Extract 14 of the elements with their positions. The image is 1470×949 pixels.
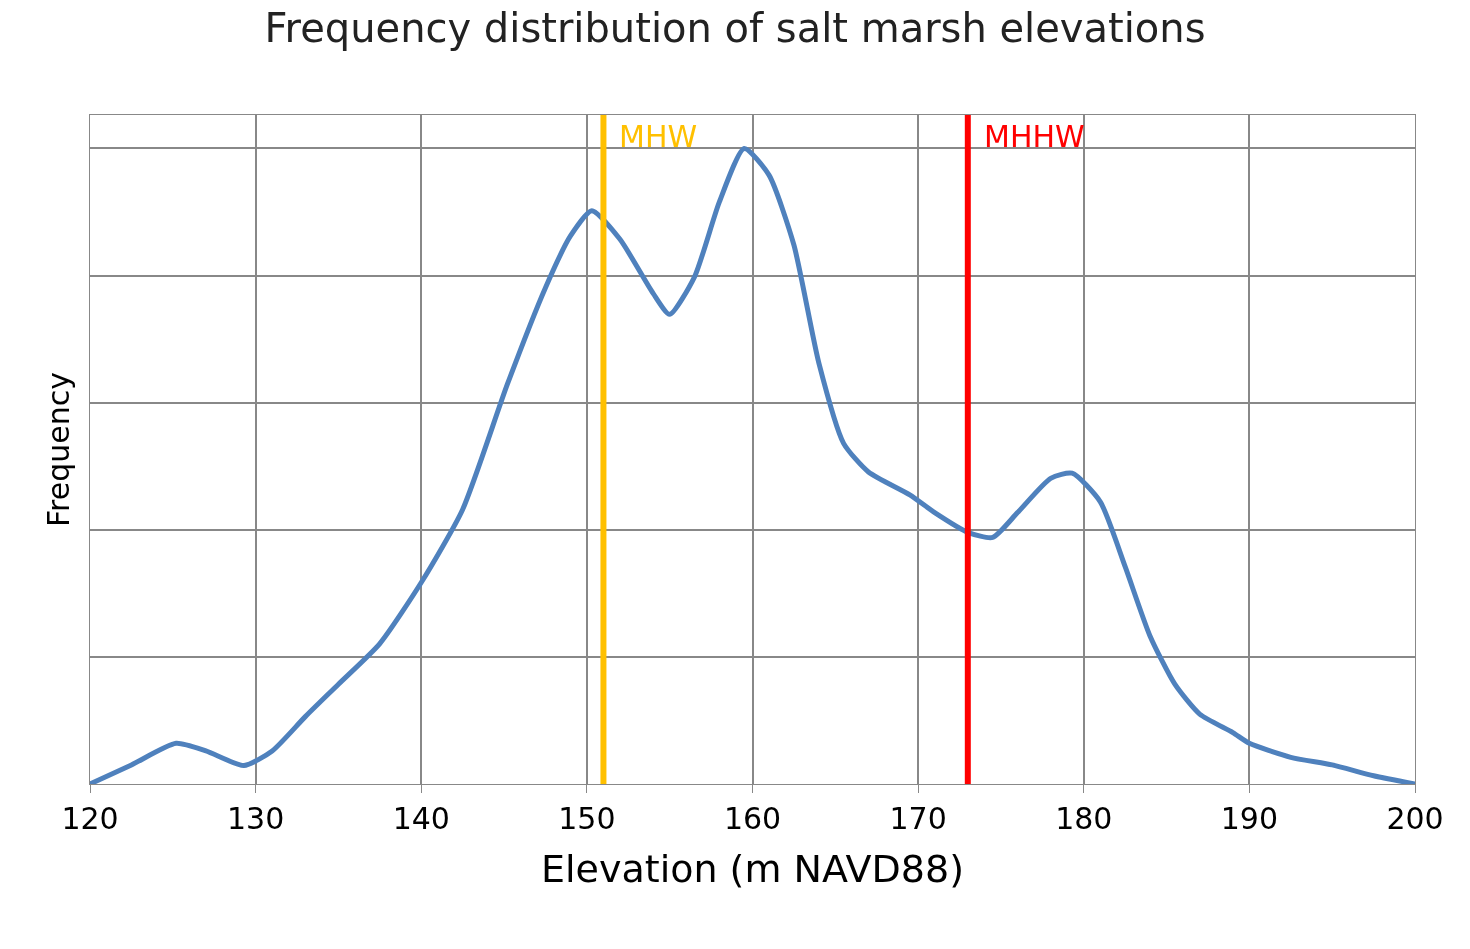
x-tick-label: 180 — [1055, 801, 1113, 836]
x-tick-label: 130 — [227, 801, 285, 836]
x-axis-title: Elevation (m NAVD88) — [541, 847, 964, 892]
x-tick-label: 200 — [1386, 801, 1444, 836]
chart-title: Frequency distribution of salt marsh elevations — [264, 5, 1206, 52]
y-axis-title: Frequency — [41, 372, 76, 527]
x-tick-label: 160 — [723, 801, 782, 836]
x-tick-label: 170 — [889, 801, 947, 836]
x-tick-label: 150 — [558, 801, 616, 836]
ref-line-label: MHHW — [984, 119, 1085, 154]
x-tick-label: 140 — [392, 801, 450, 836]
x-tick-label: 190 — [1220, 801, 1279, 836]
ref-line-label: MHW — [619, 119, 698, 154]
x-tick-label: 120 — [61, 801, 119, 836]
